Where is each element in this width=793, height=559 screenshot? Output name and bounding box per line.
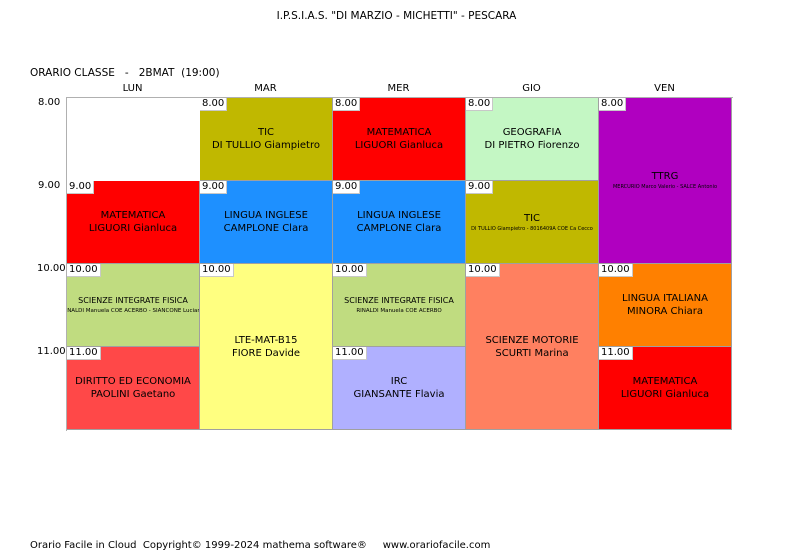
lesson-subject: TIC: [523, 212, 541, 224]
lesson-hour: 8.00: [333, 98, 361, 111]
lesson-hour: 8.00: [466, 98, 494, 111]
timetable-grid: 9.00 MATEMATICA LIGUORI Gianluca 10.00 SCIEN…: [66, 97, 733, 431]
lesson-teacher: LIGUORI Gianluca: [88, 223, 178, 234]
class-label: ORARIO CLASSE - 2BMAT (19:00): [30, 67, 220, 79]
lesson-teacher: RINALDI Manuela COE ACERBO - SIANCONE Lu…: [67, 308, 200, 314]
lesson-teacher: RINALDI Manuela COE ACERBO: [356, 308, 442, 314]
lesson-teacher: CAMPLONE Clara: [356, 223, 442, 234]
lesson-cell: 9.00 MATEMATICA LIGUORI Gianluca: [67, 181, 200, 264]
lesson-hour: 9.00: [67, 181, 95, 194]
lesson-cell: 9.00 TIC DI TULLIO Giampietro - 8016409A C…: [466, 181, 599, 264]
time-label-8: 8.00: [38, 97, 61, 108]
lesson-subject: MATEMATICA: [100, 210, 166, 221]
lesson-hour: 10.00: [466, 264, 500, 277]
lesson-hour: 11.00: [333, 347, 367, 360]
lesson-subject: IRC: [390, 376, 408, 387]
day-header-lun: LUN: [122, 83, 143, 94]
lesson-cell: 10.00 LTE-MAT-B15 FIORE Davide: [200, 264, 333, 430]
lesson-cell: 10.00 SCIENZE MOTORIE SCURTI Marina: [466, 264, 599, 430]
lesson-teacher: MINORA Chiara: [627, 306, 703, 317]
lesson-cell: 11.00 IRC GIANSANTE Flavia: [333, 347, 466, 430]
lesson-cell: 8.00 MATEMATICA LIGUORI Gianluca: [333, 98, 466, 181]
lesson-cell: 10.00 SCIENZE INTEGRATE FISICA RINALDI Man…: [333, 264, 466, 347]
lesson-hour: 8.00: [200, 98, 228, 111]
lesson-hour: 11.00: [67, 347, 101, 360]
lesson-cell: 9.00 LINGUA INGLESE CAMPLONE Clara: [200, 181, 333, 264]
time-label-10: 10.00: [37, 263, 66, 274]
lesson-hour: 10.00: [200, 264, 234, 277]
lesson-cell: 10.00 SCIENZE INTEGRATE FISICA RINALDI Man…: [67, 264, 200, 347]
day-header-ven: VEN: [654, 83, 675, 94]
day-header-gio: GIO: [522, 83, 541, 94]
lesson-subject: DIRITTO ED ECONOMIA: [75, 376, 191, 387]
time-label-11: 11.00: [37, 346, 66, 357]
lesson-cell: 11.00 DIRITTO ED ECONOMIA PAOLINI Gaetano: [67, 347, 200, 430]
lesson-teacher: LIGUORI Gianluca: [620, 389, 710, 400]
lesson-teacher: SCURTI Marina: [495, 347, 569, 359]
lesson-hour: 10.00: [67, 264, 101, 277]
lesson-subject: TTRG: [651, 171, 679, 182]
lesson-teacher: DI TULLIO Giampietro: [211, 140, 320, 151]
lesson-hour: 11.00: [599, 347, 633, 360]
footer-copyright: Orario Facile in Cloud Copyright© 1999-2…: [30, 540, 491, 551]
lesson-subject: SCIENZE INTEGRATE FISICA: [78, 296, 188, 305]
lesson-teacher: GIANSANTE Flavia: [353, 389, 445, 400]
lesson-hour: 9.00: [200, 181, 228, 194]
lesson-subject: LINGUA INGLESE: [224, 210, 308, 221]
lesson-teacher: DI TULLIO Giampietro - 8016409A COE Ca C…: [471, 225, 593, 232]
lesson-teacher: CAMPLONE Clara: [223, 223, 309, 234]
lesson-subject: LINGUA INGLESE: [357, 210, 441, 221]
lesson-cell: 9.00 LINGUA INGLESE CAMPLONE Clara: [333, 181, 466, 264]
lesson-cell: 10.00 LINGUA ITALIANA MINORA Chiara: [599, 264, 732, 347]
lesson-hour: 8.00: [599, 98, 627, 111]
lesson-teacher: FIORE Davide: [231, 347, 301, 359]
lesson-subject: SCIENZE INTEGRATE FISICA: [344, 296, 454, 305]
lesson-cell: 11.00 MATEMATICA LIGUORI Gianluca: [599, 347, 732, 430]
lesson-hour: 10.00: [333, 264, 367, 277]
day-header-mer: MER: [387, 83, 410, 94]
lesson-subject: SCIENZE MOTORIE: [485, 334, 579, 346]
lesson-subject: TIC: [257, 127, 275, 138]
lesson-teacher: DI PIETRO Fiorenzo: [484, 140, 580, 151]
lesson-cell: 8.00 TIC DI TULLIO Giampietro: [200, 98, 333, 181]
lesson-cell: 8.00 TTRG MERCURIO Marco Valerio - SALCE A…: [599, 98, 732, 264]
time-label-9: 9.00: [38, 180, 61, 191]
lesson-hour: 9.00: [466, 181, 494, 194]
day-header-mar: MAR: [254, 83, 277, 94]
school-title: I.P.S.I.A.S. "DI MARZIO - MICHETTI" - PE…: [276, 10, 517, 22]
lesson-hour: 9.00: [333, 181, 361, 194]
lesson-subject: MATEMATICA: [366, 127, 432, 138]
lesson-subject: LINGUA ITALIANA: [622, 293, 708, 304]
lesson-subject: LTE-MAT-B15: [234, 334, 298, 346]
lesson-teacher: MERCURIO Marco Valerio - SALCE Antonio: [612, 184, 718, 190]
lesson-hour: 10.00: [599, 264, 633, 277]
lesson-subject: MATEMATICA: [632, 376, 698, 387]
lesson-teacher: LIGUORI Gianluca: [354, 140, 444, 151]
lesson-subject: GEOGRAFIA: [502, 127, 562, 138]
lesson-teacher: PAOLINI Gaetano: [90, 389, 176, 400]
lesson-cell: 8.00 GEOGRAFIA DI PIETRO Fiorenzo: [466, 98, 599, 181]
